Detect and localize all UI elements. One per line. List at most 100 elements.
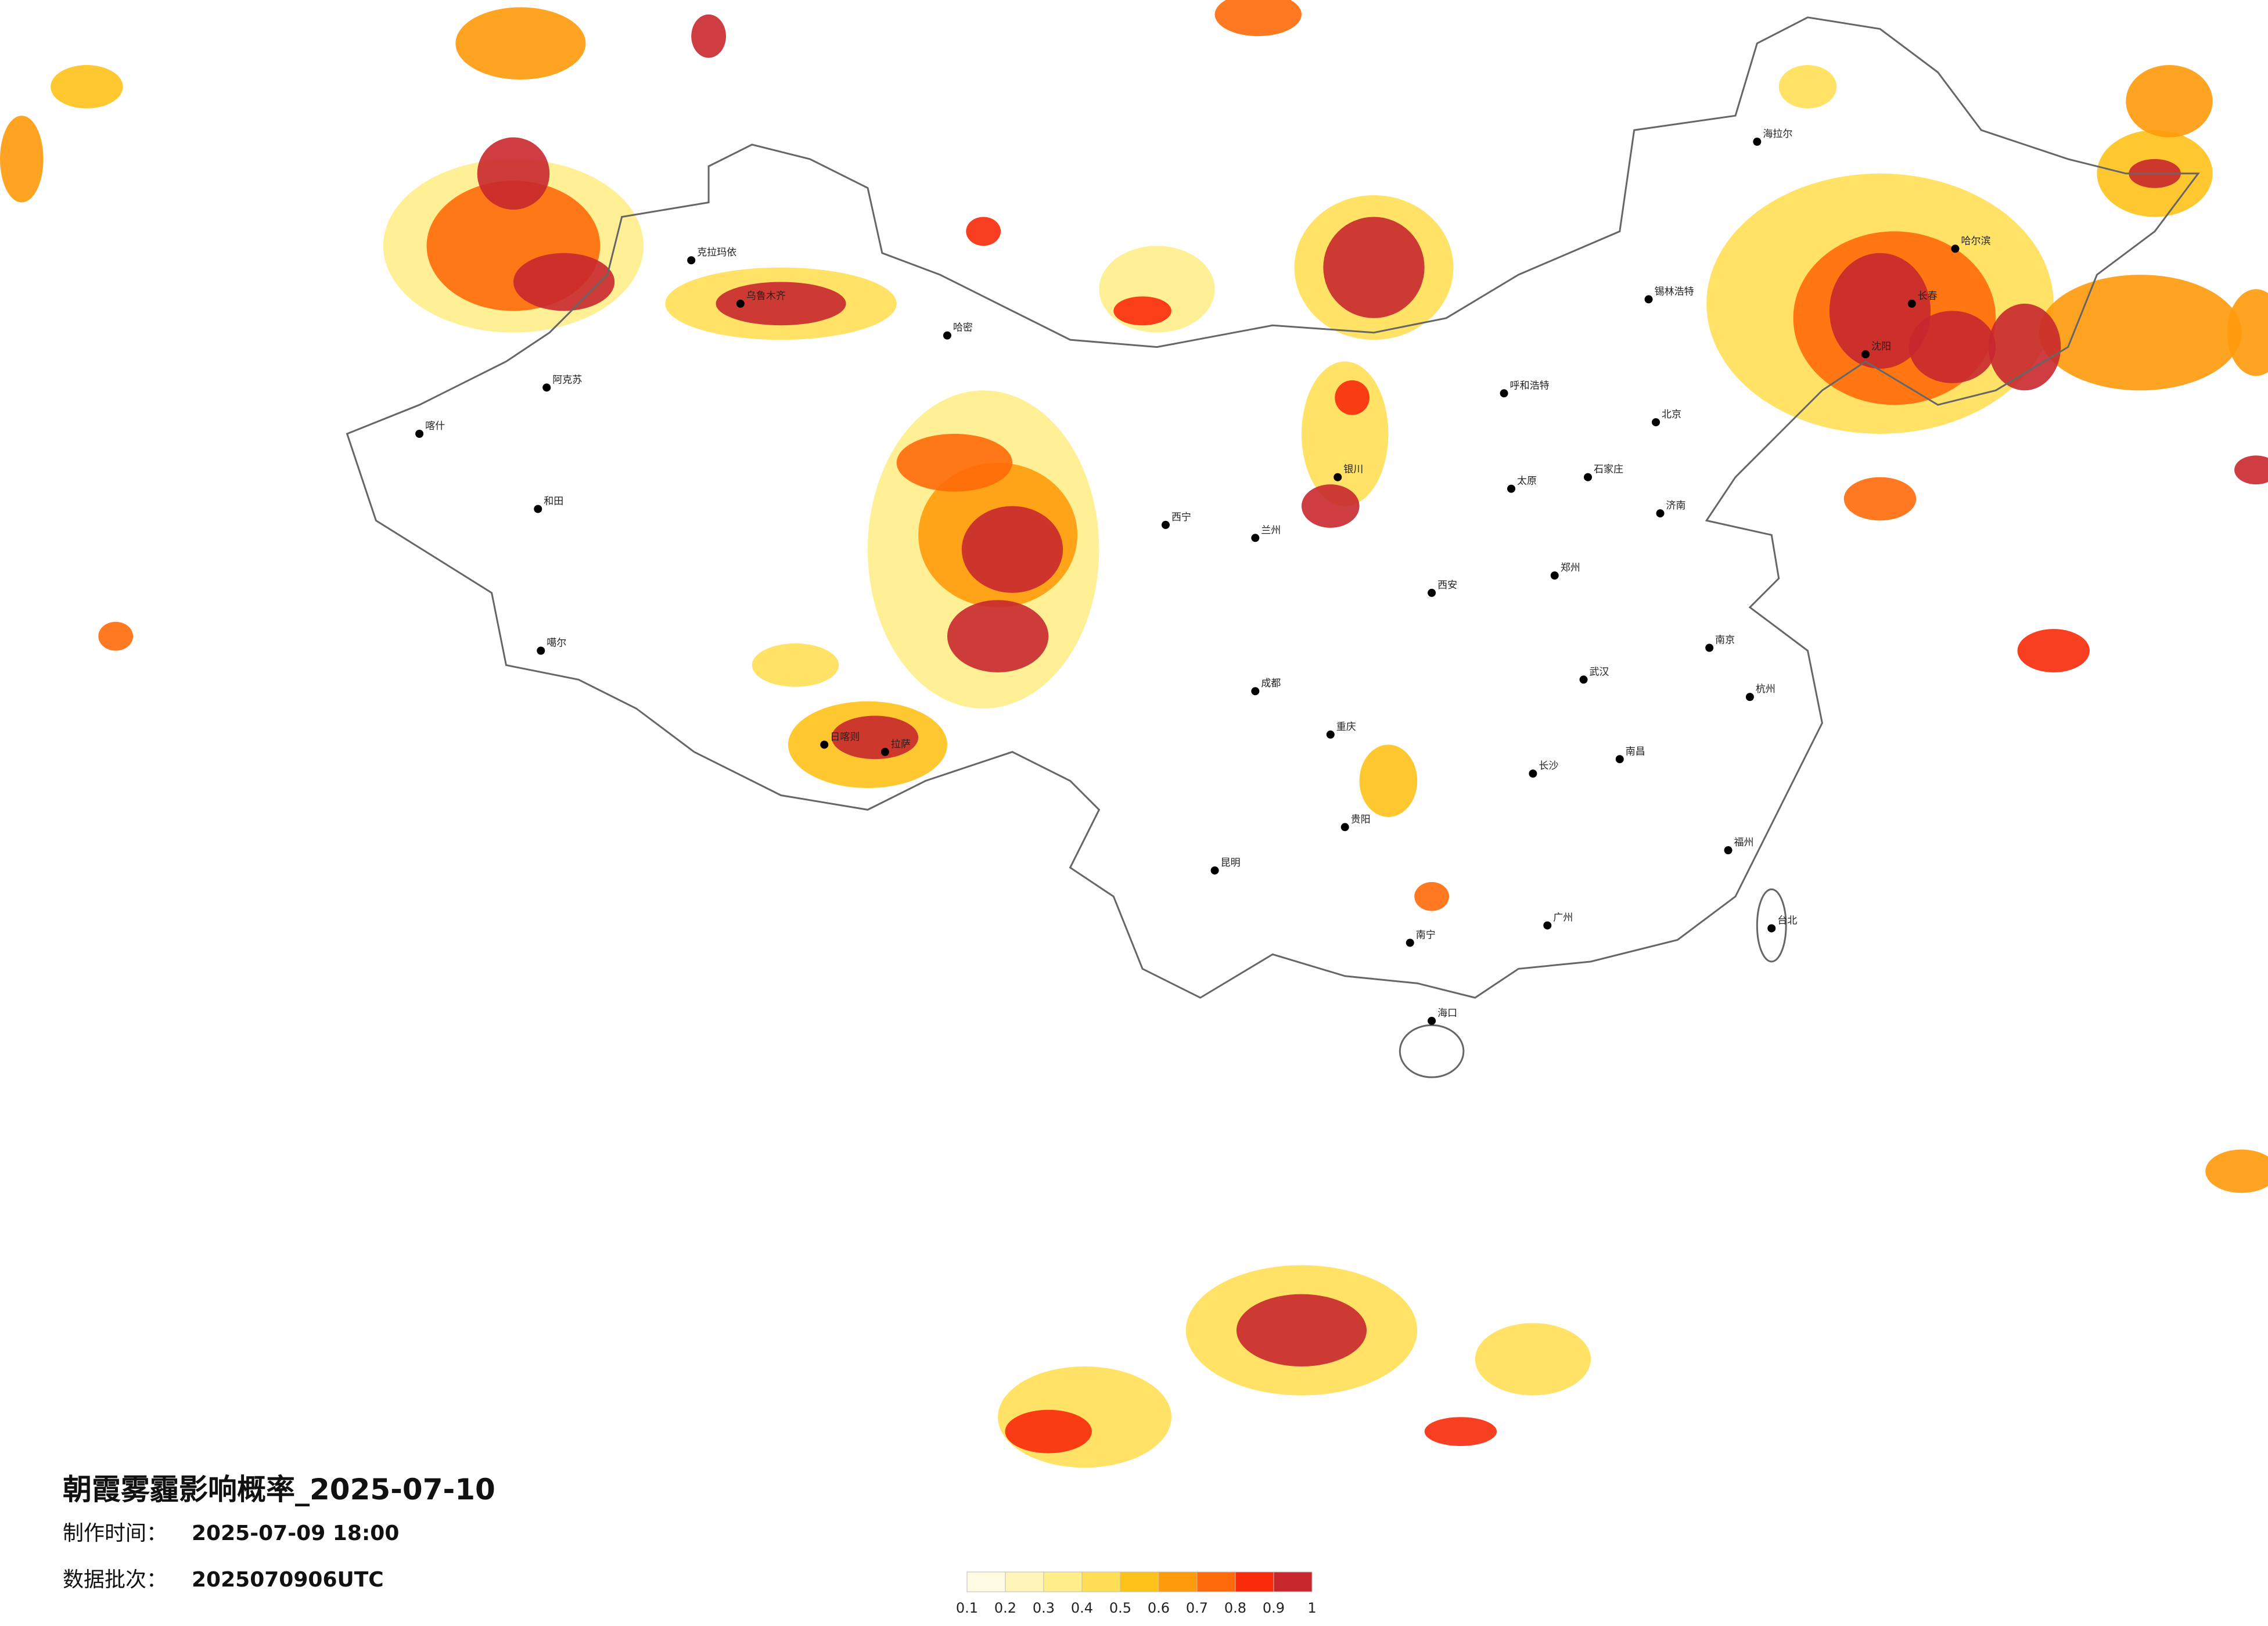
city-label: 海口 xyxy=(1437,1008,1457,1019)
heat-blob xyxy=(961,506,1063,593)
city-dot xyxy=(1644,295,1653,304)
city-label: 拉萨 xyxy=(891,739,911,750)
heat-blob xyxy=(1323,217,1425,318)
legend-tick: 0.9 xyxy=(1263,1600,1285,1616)
legend-tick: 0.3 xyxy=(1033,1600,1055,1616)
city-dot xyxy=(1745,693,1754,702)
heat-blob xyxy=(896,434,1012,492)
heat-blob xyxy=(1843,477,1917,521)
city-dot xyxy=(415,430,424,438)
heat-blob xyxy=(2205,1149,2268,1193)
city-label: 台北 xyxy=(1777,915,1797,927)
city-label: 哈密 xyxy=(953,322,973,334)
city-label: 成都 xyxy=(1261,678,1281,689)
city-dot xyxy=(534,505,542,513)
legend-swatch xyxy=(1043,1571,1083,1592)
legend-swatch xyxy=(1196,1571,1236,1592)
heat-blob xyxy=(2039,275,2242,391)
legend-swatch xyxy=(1005,1571,1044,1592)
heat-blob xyxy=(1214,0,1302,37)
city-dot xyxy=(1861,350,1870,359)
city-dot xyxy=(1500,389,1508,398)
heat-blob xyxy=(1236,1294,1367,1367)
legend-tick: 0.8 xyxy=(1224,1600,1246,1616)
heat-blob xyxy=(1778,65,1837,109)
city-label: 太原 xyxy=(1517,476,1537,487)
city-label: 乌鲁木齐 xyxy=(746,290,786,302)
heat-blob xyxy=(455,7,586,80)
city-label: 杭州 xyxy=(1756,684,1775,695)
city-dot xyxy=(542,383,551,392)
city-label: 南京 xyxy=(1715,635,1735,646)
city-label: 和田 xyxy=(544,495,563,507)
made-label: 制作时间： xyxy=(63,1521,167,1545)
legend-tick: 0.6 xyxy=(1148,1600,1170,1616)
legend-swatch xyxy=(1273,1571,1313,1592)
city-label: 喀什 xyxy=(425,420,445,432)
city-label: 锡林浩特 xyxy=(1655,286,1694,297)
heat-blob xyxy=(2126,65,2213,138)
heat-blob xyxy=(0,116,44,203)
made-value: 2025-07-09 18:00 xyxy=(192,1521,399,1545)
city-dot xyxy=(1428,1016,1436,1025)
city-dot xyxy=(1543,921,1552,930)
legend-swatch xyxy=(1235,1571,1274,1592)
city-label: 沈阳 xyxy=(1871,341,1891,352)
city-label: 克拉玛依 xyxy=(697,247,736,258)
city-dot xyxy=(1340,823,1349,832)
legend-swatch xyxy=(1081,1571,1121,1592)
heat-blob xyxy=(1302,484,1360,528)
legend-swatch xyxy=(966,1571,1006,1592)
heat-blob xyxy=(1475,1323,1591,1395)
heat-blob xyxy=(1908,311,1996,383)
legend-tick: 0.1 xyxy=(956,1600,978,1616)
city-dot xyxy=(1507,484,1516,493)
legend-tick: 0.7 xyxy=(1186,1600,1208,1616)
city-label: 海拉尔 xyxy=(1763,128,1792,140)
city-dot xyxy=(1428,588,1436,597)
city-dot xyxy=(1251,687,1260,696)
city-dot xyxy=(1251,534,1260,542)
city-label: 哈尔滨 xyxy=(1961,235,1990,247)
city-label: 福州 xyxy=(1734,837,1754,848)
city-label: 石家庄 xyxy=(1594,464,1623,476)
city-dot xyxy=(820,740,829,749)
heat-blob xyxy=(1113,296,1171,326)
city-label: 阿克苏 xyxy=(552,374,582,386)
batch-label: 数据批次： xyxy=(63,1568,167,1592)
heat-blob xyxy=(2017,629,2090,672)
city-label: 长沙 xyxy=(1539,760,1558,772)
legend-tick: 0.4 xyxy=(1071,1600,1093,1616)
taiwan xyxy=(1756,888,1787,963)
city-dot xyxy=(1579,675,1588,684)
city-label: 武汉 xyxy=(1590,666,1609,678)
legend-tick: 1 xyxy=(1307,1600,1316,1616)
city-label: 长春 xyxy=(1918,290,1938,302)
city-dot xyxy=(537,646,545,655)
city-dot xyxy=(1767,924,1776,933)
heat-blob xyxy=(1005,1409,1092,1454)
legend-tick: 0.5 xyxy=(1109,1600,1131,1616)
city-label: 济南 xyxy=(1666,500,1686,512)
heat-blob xyxy=(966,217,1001,246)
city-dot xyxy=(1724,846,1733,855)
city-label: 北京 xyxy=(1662,409,1681,420)
city-label: 南昌 xyxy=(1626,746,1645,757)
hainan xyxy=(1399,1024,1465,1078)
city-dot xyxy=(1334,473,1342,481)
city-label: 兰州 xyxy=(1261,524,1281,536)
city-dot xyxy=(1951,244,1960,253)
city-dot xyxy=(880,747,889,756)
heat-blob xyxy=(752,643,839,687)
city-dot xyxy=(736,299,745,308)
heat-blob xyxy=(1424,1417,1497,1447)
country-outline xyxy=(346,16,2200,1078)
heat-blob xyxy=(2227,289,2268,376)
city-dot xyxy=(1326,730,1335,739)
city-dot xyxy=(1753,138,1762,146)
city-label: 昆明 xyxy=(1221,857,1241,869)
heat-blob xyxy=(691,14,726,58)
city-dot xyxy=(1406,938,1414,947)
city-dot xyxy=(1210,866,1219,875)
